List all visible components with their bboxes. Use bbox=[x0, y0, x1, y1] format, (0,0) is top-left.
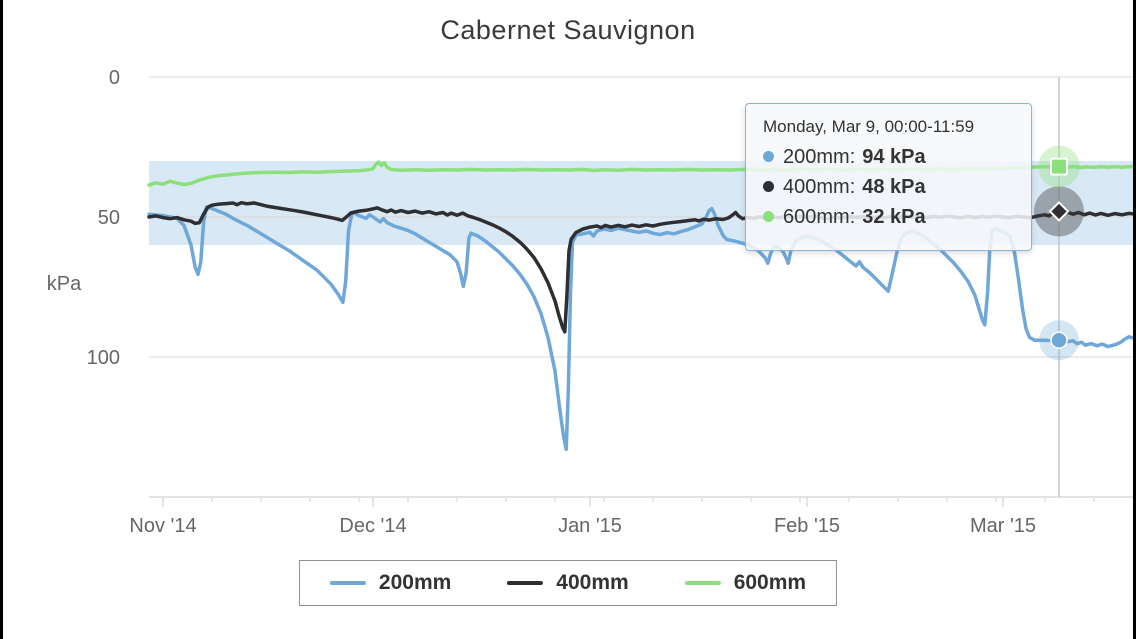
point-marker-600mm bbox=[1050, 157, 1068, 176]
tooltip-series-label: 400mm: bbox=[783, 176, 856, 198]
x-axis-label: Nov '14 bbox=[129, 515, 196, 537]
x-axis-label: Feb '15 bbox=[774, 515, 840, 537]
series-line-200mm bbox=[147, 205, 1136, 452]
legend-label: 600mm bbox=[733, 571, 807, 594]
tooltip-row-600mm: 600mm: 32 kPa bbox=[763, 202, 1015, 232]
tooltip-row-200mm: 200mm: 94 kPa bbox=[763, 142, 1015, 172]
legend-label: 400mm bbox=[556, 571, 629, 594]
point-marker-200mm bbox=[1050, 331, 1068, 349]
tooltip-series-value: 48 kPa bbox=[862, 176, 926, 198]
legend-item-400mm[interactable]: 400mm bbox=[507, 571, 629, 595]
legend-line-swatch-200mm bbox=[329, 581, 366, 585]
point-marker-400mm bbox=[1048, 200, 1070, 222]
screen-edge-left bbox=[0, 0, 3, 639]
tooltip-row-400mm: 400mm: 48 kPa bbox=[763, 172, 1015, 202]
tooltip-date: Monday, Mar 9, 00:00-11:59 bbox=[763, 117, 975, 136]
chart-tooltip: Monday, Mar 9, 00:00-11:59 200mm: 94 kPa … bbox=[745, 103, 1032, 251]
x-axis-label: Mar '15 bbox=[970, 515, 1036, 537]
y-axis-title: kPa bbox=[47, 273, 82, 295]
x-axis-label: Jan '15 bbox=[558, 515, 622, 537]
y-axis-label: 100 bbox=[87, 347, 120, 369]
legend-item-600mm[interactable]: 600mm bbox=[684, 571, 807, 595]
legend-label: 200mm bbox=[378, 571, 452, 594]
series-200mm-dot-icon bbox=[763, 151, 774, 162]
legend-item-200mm[interactable]: 200mm bbox=[329, 571, 452, 595]
tooltip-series-label: 600mm: bbox=[783, 206, 856, 228]
y-axis-label: 0 bbox=[109, 67, 120, 89]
screen-edge-right bbox=[1133, 0, 1136, 639]
tooltip-series-value: 94 kPa bbox=[862, 146, 926, 168]
tooltip-series-label: 200mm: bbox=[783, 146, 856, 168]
series-600mm-dot-icon bbox=[763, 211, 774, 222]
chart-legend: 200mm 400mm 600mm bbox=[298, 560, 838, 606]
x-axis-label: Dec '14 bbox=[339, 515, 406, 537]
y-axis-label: 50 bbox=[98, 207, 120, 229]
legend-line-swatch-600mm bbox=[684, 581, 721, 585]
chart-title: Cabernet Sauvignon bbox=[440, 15, 696, 45]
tooltip-series-value: 32 kPa bbox=[862, 206, 926, 228]
legend-line-swatch-400mm bbox=[507, 581, 544, 585]
series-400mm-dot-icon bbox=[763, 181, 774, 192]
